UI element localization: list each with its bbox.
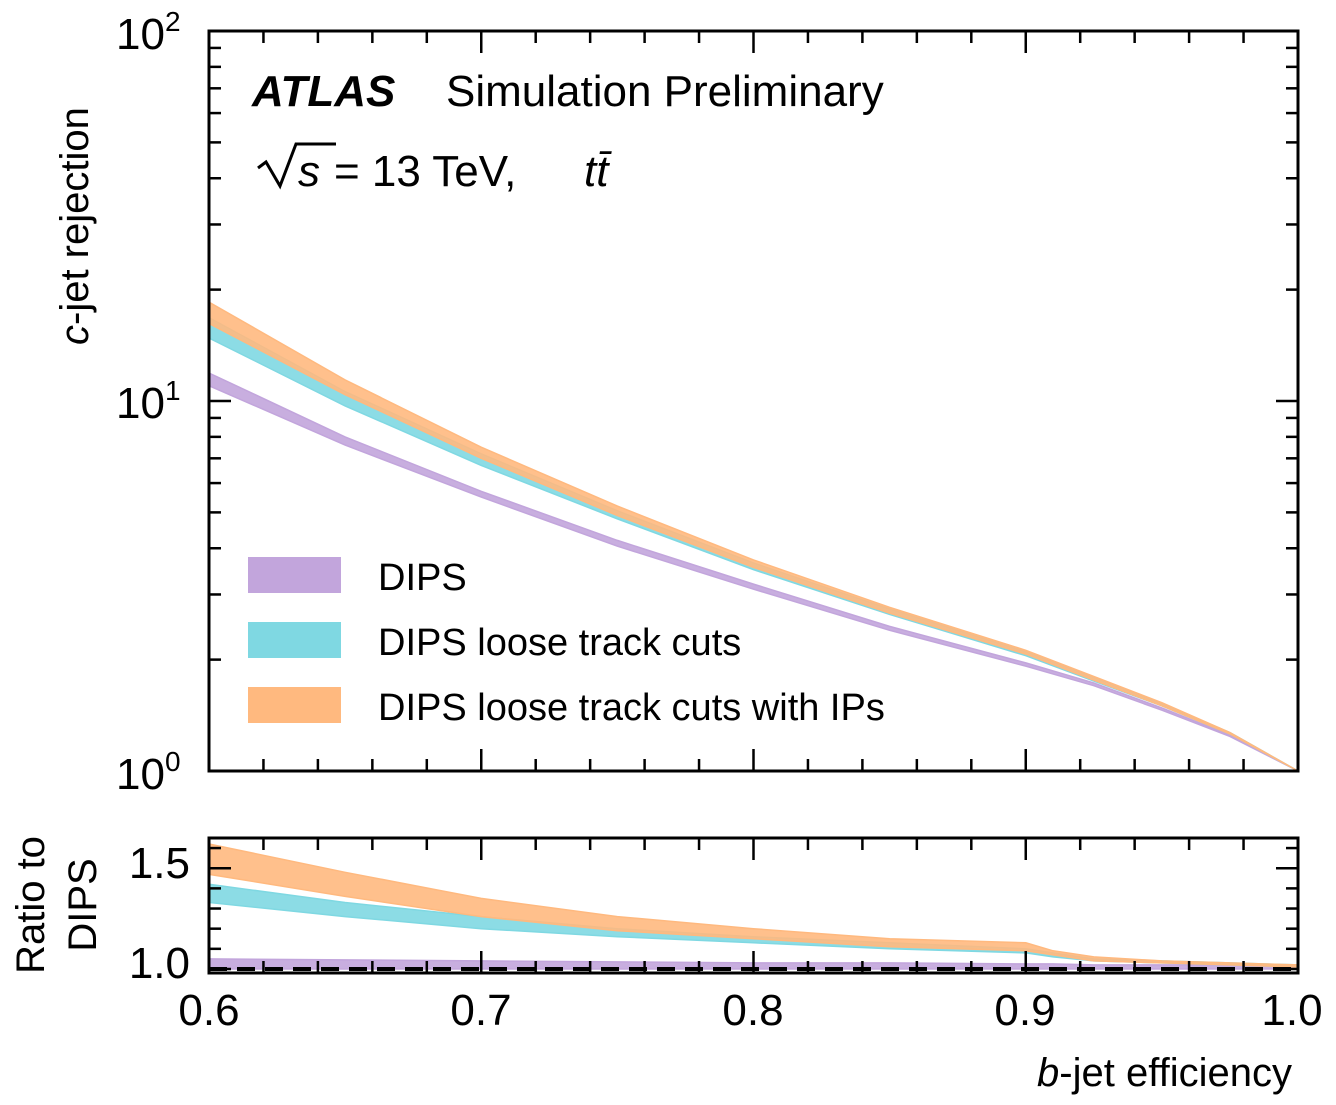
main-y-tick-labels: 100 101 102: [116, 6, 181, 799]
sqrt-symbol: [257, 142, 336, 190]
legend-swatch-dips: [248, 557, 341, 593]
ratio-panel-frame: [207, 836, 1300, 975]
ratio-y-axis-label-line2: DIPS: [61, 858, 105, 951]
x-tick-label-0-8: 0.8: [722, 986, 783, 1035]
legend-swatch-dips-loose-ips: [248, 687, 341, 723]
process-label: tt̄: [584, 147, 613, 196]
ratio-y-tick-label-1-5: 1.5: [129, 839, 190, 888]
x-tick-label-1-0: 1.0: [1261, 986, 1322, 1035]
y-tick-label-100: 102: [116, 6, 181, 59]
x-tick-label-0-7: 0.7: [450, 986, 511, 1035]
x-axis-label: b-jet efficiency: [1037, 1051, 1292, 1095]
legend-label-dips: DIPS: [378, 557, 467, 599]
main-band-dips: [208, 371, 1299, 772]
status-label: Simulation Preliminary: [446, 67, 884, 116]
energy-value: = 13 TeV,: [334, 147, 516, 196]
ratio-panel-ticks: [207, 838, 1300, 973]
y-tick-label-1: 100: [116, 746, 181, 799]
y-tick-label-10: 101: [116, 375, 181, 428]
ratio-y-tick-label-1-0: 1.0: [129, 939, 190, 988]
energy-label: s = 13 TeV, tt̄: [257, 142, 613, 196]
x-tick-labels: 0.6 0.7 0.8 0.9 1.0: [178, 986, 1322, 1035]
ratio-y-axis-label-line1: Ratio to: [9, 836, 53, 974]
atlas-label: ATLAS: [251, 67, 395, 116]
legend-swatch-dips-loose: [248, 622, 341, 658]
main-y-axis-label: c-jet rejection: [53, 107, 97, 345]
x-tick-label-0-9: 0.9: [994, 986, 1055, 1035]
legend-label-dips-loose: DIPS loose track cuts: [378, 622, 741, 664]
main-band-dips-loose-track-cuts-with-ips: [208, 300, 1299, 772]
main-panel-bands: [208, 300, 1299, 772]
energy-sqrt-s: s: [298, 147, 320, 196]
main-panel-frame: [207, 29, 1300, 773]
x-tick-label-0-6: 0.6: [178, 986, 239, 1035]
legend: DIPS DIPS loose track cuts DIPS loose tr…: [248, 557, 885, 729]
ratio-panel-bands: [208, 843, 1299, 970]
legend-label-dips-loose-ips: DIPS loose track cuts with IPs: [378, 687, 885, 729]
